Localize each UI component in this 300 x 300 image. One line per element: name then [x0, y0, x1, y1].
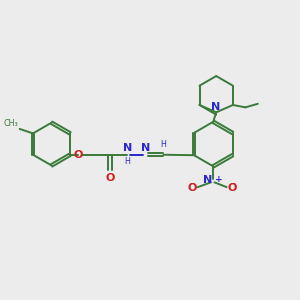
Text: O: O: [187, 183, 196, 193]
Text: N: N: [211, 102, 220, 112]
Text: CH₃: CH₃: [3, 119, 18, 128]
Text: O: O: [105, 173, 115, 183]
Text: H: H: [124, 157, 130, 166]
Text: H: H: [160, 140, 166, 149]
Text: –: –: [189, 178, 194, 188]
Text: O: O: [74, 150, 83, 160]
Text: N: N: [141, 143, 150, 153]
Text: O: O: [228, 183, 237, 193]
Text: N: N: [202, 175, 212, 185]
Text: –: –: [231, 178, 236, 188]
Text: +: +: [215, 176, 222, 184]
Text: N: N: [123, 143, 132, 153]
